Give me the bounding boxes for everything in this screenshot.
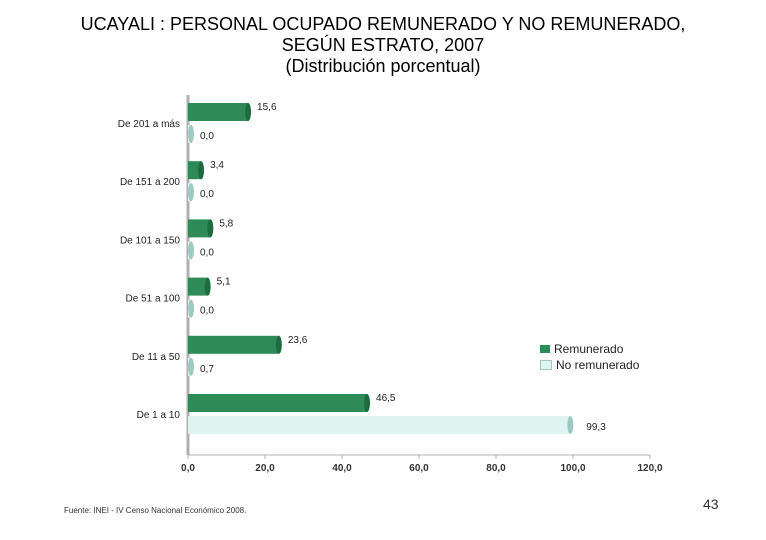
data-label-no-remunerado: 0,7 bbox=[200, 364, 214, 375]
legend: Remunerado No remunerado bbox=[540, 341, 639, 373]
bar-remunerado bbox=[188, 103, 249, 121]
legend-item-remunerado: Remunerado bbox=[540, 341, 639, 357]
x-tick-label: 100,0 bbox=[560, 463, 585, 474]
x-tick-label: 20,0 bbox=[255, 463, 275, 474]
legend-item-no-remunerado: No remunerado bbox=[540, 357, 639, 373]
category-label: De 151 a 200 bbox=[120, 177, 180, 188]
data-label-no-remunerado: 0,0 bbox=[200, 189, 214, 200]
legend-swatch-no-remunerado bbox=[540, 360, 552, 370]
category-label: De 101 a 150 bbox=[120, 235, 180, 246]
legend-label-remunerado: Remunerado bbox=[554, 342, 624, 356]
bar-remunerado bbox=[188, 335, 279, 354]
bar-remunerado bbox=[188, 161, 202, 180]
category-label: De 1 a 10 bbox=[137, 410, 181, 421]
x-tick-label: 40,0 bbox=[332, 463, 352, 474]
bar-remunerado bbox=[188, 219, 211, 238]
data-label-remunerado: 5,8 bbox=[219, 218, 233, 229]
bar-end-no-remunerado bbox=[188, 357, 194, 376]
bar-end-no-remunerado bbox=[188, 125, 194, 143]
bar-end-remunerado bbox=[198, 161, 205, 180]
x-tick-label: 60,0 bbox=[409, 463, 429, 474]
category-label: De 51 a 100 bbox=[126, 294, 181, 305]
title-line-2: SEGÚN ESTRATO, 2007 bbox=[281, 35, 485, 55]
x-tick-label: 120,0 bbox=[637, 463, 662, 474]
bar-end-remunerado bbox=[204, 277, 211, 296]
chart-title: UCAYALI : PERSONAL OCUPADO REMUNERADO Y … bbox=[0, 14, 766, 77]
bar-end-remunerado bbox=[245, 103, 252, 121]
data-label-remunerado: 46,5 bbox=[376, 393, 396, 404]
title-line-3: (Distribución porcentual) bbox=[285, 56, 481, 76]
bar-no-remunerado bbox=[188, 416, 571, 434]
legend-swatch-remunerado bbox=[540, 345, 550, 353]
category-label: De 201 a más bbox=[118, 119, 180, 130]
title-line-1: UCAYALI : PERSONAL OCUPADO REMUNERADO Y … bbox=[80, 14, 686, 34]
bar-end-no-remunerado bbox=[188, 241, 194, 260]
data-label-remunerado: 23,6 bbox=[288, 335, 308, 346]
data-label-no-remunerado: 0,0 bbox=[200, 306, 214, 317]
data-label-remunerado: 3,4 bbox=[210, 160, 224, 171]
data-label-no-remunerado: 0,0 bbox=[200, 247, 214, 258]
bar-end-no-remunerado bbox=[567, 416, 574, 434]
x-tick-label: 80,0 bbox=[486, 463, 506, 474]
x-tick-label: 0,0 bbox=[181, 463, 195, 474]
page-number: 43 bbox=[703, 496, 719, 512]
bar-remunerado bbox=[188, 394, 368, 412]
data-label-no-remunerado: 0,0 bbox=[200, 131, 214, 142]
bar-remunerado bbox=[188, 277, 208, 296]
bar-end-remunerado bbox=[364, 394, 371, 412]
bar-end-no-remunerado bbox=[188, 299, 194, 318]
bar-end-remunerado bbox=[207, 219, 214, 238]
legend-label-no-remunerado: No remunerado bbox=[556, 358, 640, 372]
data-label-remunerado: 5,1 bbox=[217, 277, 231, 288]
data-label-remunerado: 15,6 bbox=[257, 102, 277, 113]
source-note: Fuente: INEI - IV Censo Nacional Económi… bbox=[64, 506, 247, 515]
category-label: De 11 a 50 bbox=[132, 352, 181, 363]
bar-end-remunerado bbox=[275, 335, 282, 354]
bar-end-no-remunerado bbox=[188, 183, 194, 202]
data-label-no-remunerado: 99,3 bbox=[586, 422, 606, 433]
